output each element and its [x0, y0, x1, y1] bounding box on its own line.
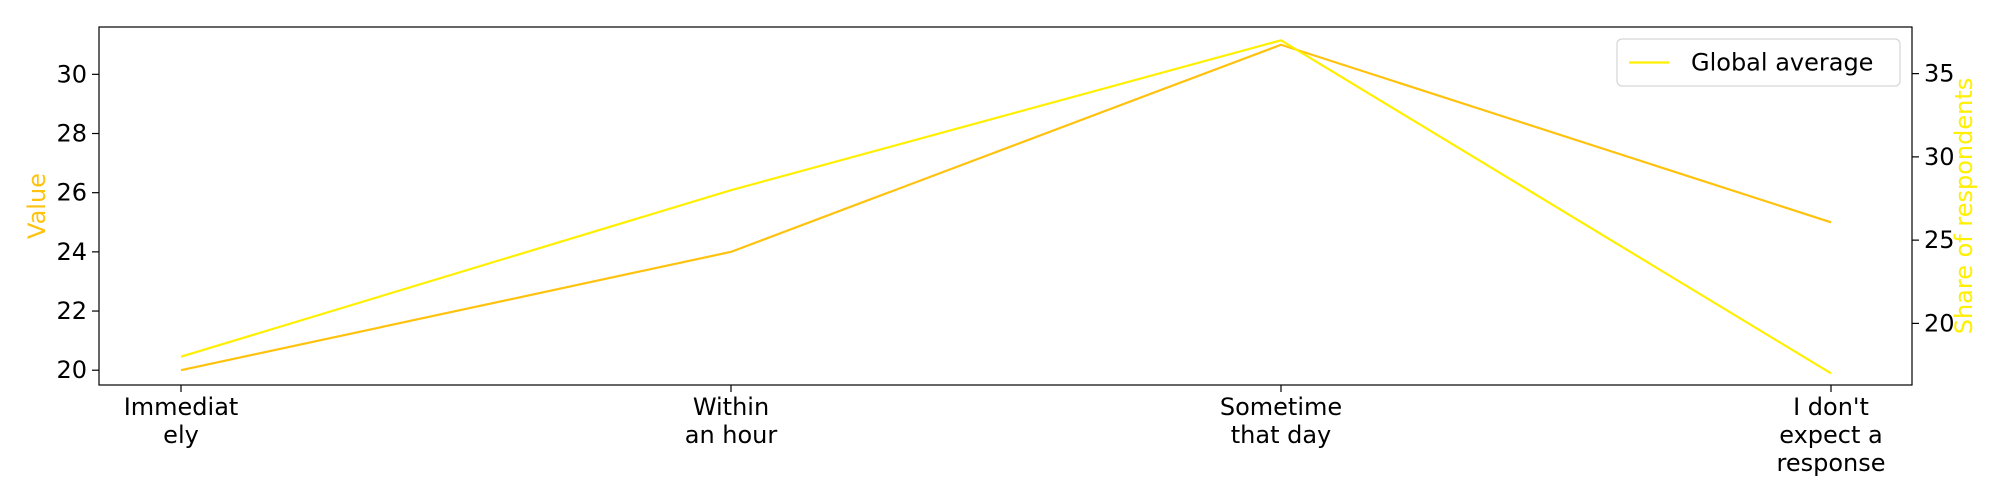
x-axis: Immediat ely Within an hour Sometime that day… — [124, 385, 1886, 477]
series-line-global-average — [181, 40, 1831, 373]
left-y-tick-label: 22 — [56, 297, 87, 325]
x-tick-label: I don't expect a response — [1776, 393, 1885, 477]
y-axis-title-right: Share of respondents — [1950, 78, 1978, 335]
left-y-tick-label: 20 — [56, 356, 87, 384]
left-y-tick-label: 30 — [56, 60, 87, 88]
x-tick-label: Within an hour — [685, 393, 778, 449]
left-y-axis: 20 22 24 26 28 30 — [56, 60, 99, 384]
legend-label-global-average: Global average — [1691, 49, 1873, 77]
series-line-value — [181, 45, 1831, 370]
left-y-tick-label: 26 — [56, 179, 87, 207]
series-layer — [181, 40, 1831, 373]
legend: Global average — [1617, 39, 1900, 86]
x-tick-label: Immediat ely — [124, 393, 239, 449]
x-tick-label: Sometime that day — [1220, 393, 1342, 449]
y-axis-title-left: Value — [23, 173, 51, 239]
left-y-tick-label: 28 — [56, 120, 87, 148]
left-y-tick-label: 24 — [56, 238, 87, 266]
